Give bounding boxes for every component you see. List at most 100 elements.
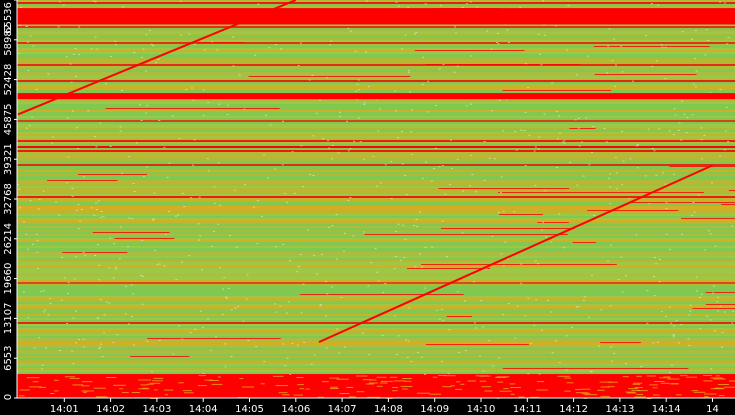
heatmap-row — [17, 172, 735, 174]
heatmap-cell — [427, 80, 430, 82]
heatmap-row — [17, 210, 735, 212]
heatmap-cell — [47, 73, 50, 75]
heatmap-cell — [75, 256, 78, 258]
heatmap-cell — [514, 337, 517, 339]
heatmap-cell — [672, 336, 675, 338]
heatmap-row — [17, 148, 735, 150]
heatmap-cell — [537, 148, 540, 150]
heatmap-cell — [609, 203, 612, 205]
heatmap-cell — [582, 175, 585, 177]
heatmap-cell — [356, 391, 365, 393]
heatmap-cell — [499, 390, 512, 392]
heatmap-cell — [42, 290, 45, 292]
heatmap-row — [17, 122, 735, 124]
heatmap-cell — [343, 346, 346, 348]
heatmap-row — [17, 116, 735, 118]
heatmap-row — [17, 226, 735, 228]
heatmap-cell — [703, 375, 713, 376]
heatmap-cell — [192, 99, 195, 101]
heatmap-cell — [286, 357, 289, 359]
heatmap-cell — [464, 349, 467, 351]
heatmap-cell — [614, 156, 617, 158]
heatmap-cell — [440, 308, 443, 310]
heatmap-cell — [354, 50, 357, 52]
y-tick-label: 58982 — [3, 24, 14, 56]
heatmap-cell — [460, 383, 465, 385]
heatmap-cell — [413, 225, 415, 226]
heatmap-row — [17, 40, 735, 42]
heatmap-cell — [550, 241, 553, 243]
hot-band — [17, 374, 735, 398]
heatmap-cell — [673, 173, 676, 175]
heatmap-cell — [166, 176, 169, 178]
heatmap-cell — [355, 375, 368, 377]
heatmap-cell — [615, 188, 618, 190]
heatmap-row — [17, 2, 735, 4]
heatmap-row — [17, 334, 735, 336]
heatmap-row — [17, 154, 735, 156]
heatmap-cell — [29, 200, 32, 202]
y-tick-label: 65536 — [3, 2, 14, 34]
heatmap-cell — [672, 334, 675, 336]
heatmap-segment — [407, 268, 491, 269]
heatmap-cell — [581, 388, 591, 390]
heatmap-cell — [36, 268, 39, 269]
heatmap-row — [17, 212, 735, 214]
heatmap-row — [17, 304, 735, 306]
heatmap-cell — [33, 347, 36, 349]
heatmap-cell — [211, 41, 214, 43]
heatmap-cell — [484, 267, 487, 269]
heatmap-cell — [453, 71, 456, 73]
heatmap-cell — [695, 86, 697, 88]
heatmap-cell — [145, 70, 148, 72]
heatmap-cell — [691, 214, 694, 216]
heatmap-cell — [713, 330, 716, 332]
heatmap-cell — [376, 385, 383, 387]
heatmap-row — [17, 106, 735, 108]
heatmap-cell — [146, 166, 149, 168]
heatmap-cell — [95, 396, 108, 398]
heatmap-cell — [636, 375, 642, 377]
heatmap-row — [17, 198, 735, 200]
heatmap-segment — [78, 174, 147, 175]
heatmap-cell — [578, 145, 581, 147]
heatmap-cell — [635, 234, 638, 236]
heatmap-cell — [719, 305, 722, 307]
heatmap-cell — [543, 34, 546, 36]
heatmap-cell — [263, 154, 266, 156]
heatmap-cell — [647, 128, 650, 130]
y-tick-label: 26214 — [3, 223, 14, 255]
heatmap-row — [17, 184, 735, 186]
heatmap-cell — [700, 294, 703, 296]
heatmap-cell — [98, 348, 101, 349]
heatmap-cell — [57, 26, 60, 28]
heatmap-cell — [533, 150, 536, 152]
heatmap-cell — [600, 386, 610, 388]
y-tick-label: 6553 — [3, 345, 14, 370]
heatmap-row — [17, 70, 735, 72]
heatmap-cell — [652, 387, 658, 389]
heatmap-cell — [260, 383, 265, 385]
heatmap-cell — [469, 103, 472, 105]
heatmap-cell — [670, 364, 673, 366]
heatmap-cell — [470, 55, 473, 57]
heatmap-cell — [116, 334, 119, 336]
heatmap-cell — [529, 396, 540, 398]
heatmap-cell — [338, 111, 341, 113]
heatmap-cell — [609, 173, 612, 175]
heatmap-row — [17, 130, 735, 132]
heatmap-row — [17, 336, 735, 338]
heatmap-row — [17, 290, 735, 292]
heatmap-cell — [109, 146, 112, 147]
heatmap-cell — [101, 356, 104, 357]
heatmap-cell — [331, 158, 333, 160]
heatmap-cell — [175, 279, 178, 281]
heatmap-cell — [609, 305, 612, 307]
heatmap-cell — [711, 182, 713, 184]
heatmap-cell — [121, 392, 129, 394]
heatmap-row — [17, 282, 735, 284]
heatmap-cell — [36, 240, 39, 242]
heatmap-cell — [35, 89, 38, 90]
heatmap-cell — [470, 155, 473, 157]
heatmap-row — [17, 196, 735, 198]
